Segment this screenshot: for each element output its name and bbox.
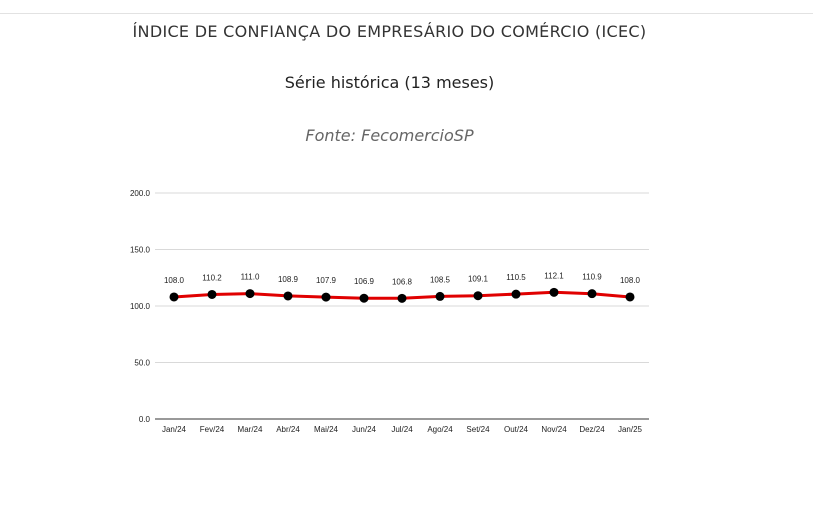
data-label: 110.2 (202, 273, 222, 282)
data-point (473, 291, 483, 301)
x-tick-label: Set/24 (466, 425, 490, 434)
data-point (169, 292, 179, 302)
x-tick-label: Mar/24 (238, 425, 263, 434)
data-point (511, 289, 521, 299)
data-point (435, 291, 445, 301)
data-point (207, 289, 217, 299)
data-point (283, 291, 293, 301)
chart-title: ÍNDICE DE CONFIANÇA DO EMPRESÁRIO DO COM… (132, 22, 647, 41)
x-tick-label: Fev/24 (200, 425, 225, 434)
x-tick-label: Jul/24 (391, 425, 413, 434)
top-divider (0, 13, 813, 14)
x-tick-label: Mai/24 (314, 425, 339, 434)
x-tick-label: Jan/25 (618, 425, 643, 434)
y-tick-label: 50.0 (134, 359, 150, 368)
data-label: 112.1 (544, 271, 564, 280)
data-point (397, 293, 407, 303)
x-tick-label: Jun/24 (352, 425, 377, 434)
data-label: 110.9 (582, 273, 602, 282)
data-point (359, 293, 369, 303)
data-label: 108.0 (620, 276, 641, 285)
y-tick-label: 150.0 (130, 246, 151, 255)
data-label: 108.9 (278, 275, 299, 284)
data-label: 111.0 (241, 273, 260, 282)
chart-source: Fonte: FecomercioSP (305, 126, 474, 145)
x-tick-label: Dez/24 (579, 425, 605, 434)
data-label: 106.9 (354, 277, 375, 286)
x-tick-label: Abr/24 (276, 425, 300, 434)
chart-subtitle: Série histórica (13 meses) (284, 73, 495, 92)
x-tick-label: Out/24 (504, 425, 529, 434)
data-label: 107.9 (316, 276, 337, 285)
data-point (587, 289, 597, 299)
data-point (321, 292, 331, 302)
data-point (625, 292, 635, 302)
data-point (245, 289, 255, 299)
data-point (549, 287, 559, 297)
x-tick-label: Nov/24 (541, 425, 567, 434)
y-tick-label: 100.0 (130, 302, 151, 311)
y-tick-label: 0.0 (139, 415, 151, 424)
data-label: 109.1 (468, 275, 489, 284)
y-tick-label: 200.0 (130, 189, 151, 198)
x-tick-label: Jan/24 (162, 425, 187, 434)
data-label: 110.5 (506, 273, 526, 282)
data-label: 106.8 (392, 277, 413, 286)
data-label: 108.5 (430, 275, 451, 284)
x-tick-label: Ago/24 (427, 425, 453, 434)
data-label: 108.0 (164, 276, 185, 285)
